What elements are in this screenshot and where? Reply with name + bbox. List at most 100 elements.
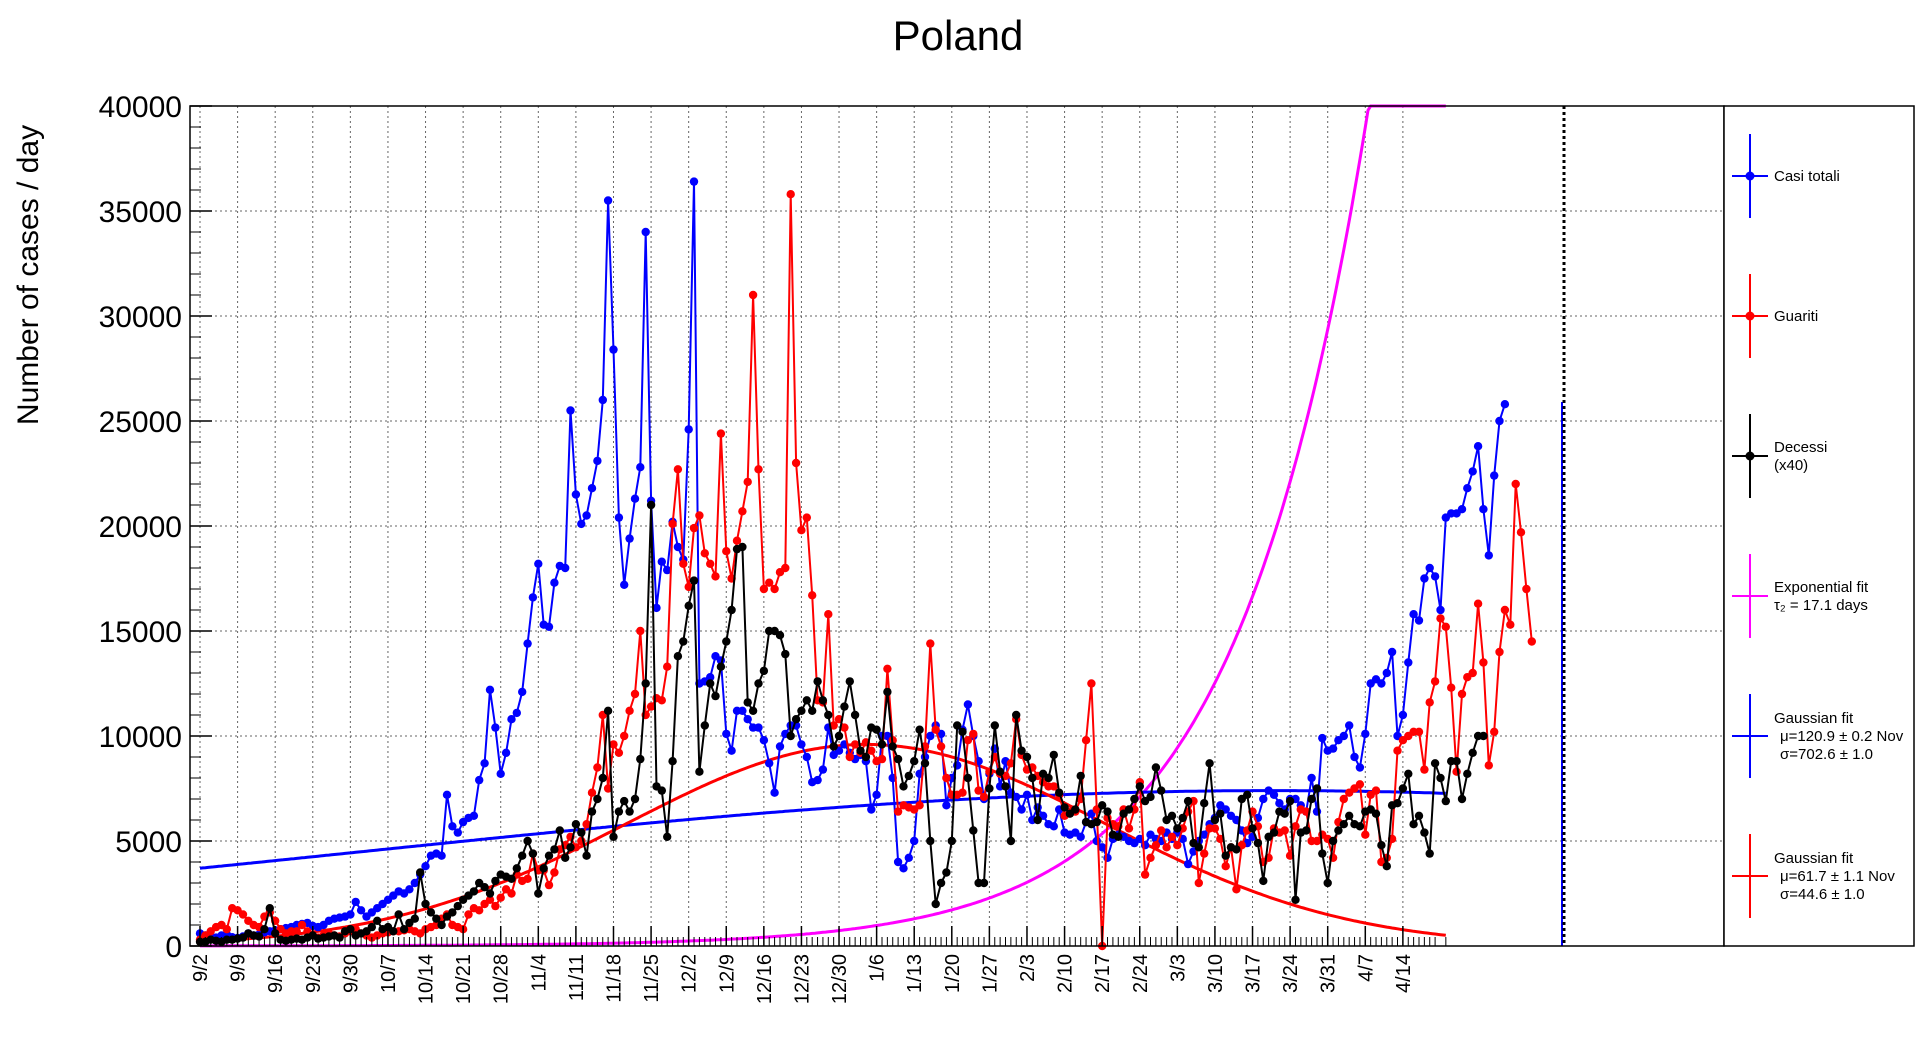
data-point: [1269, 790, 1279, 799]
data-point: [652, 603, 661, 613]
data-point: [636, 463, 645, 472]
data-point: [1457, 689, 1467, 699]
data-point: [689, 523, 699, 533]
data-point: [346, 910, 355, 919]
data-point: [1178, 813, 1187, 823]
data-point: [920, 759, 930, 768]
data-point: [663, 832, 672, 841]
data-point: [1146, 853, 1155, 862]
data-point: [453, 828, 462, 837]
data-point: [1527, 637, 1537, 646]
data-point: [1269, 828, 1279, 837]
data-point: [716, 662, 726, 671]
data-point: [1205, 759, 1214, 768]
data-point: [356, 906, 366, 915]
data-point: [582, 820, 591, 829]
data-point: [888, 742, 897, 751]
data-point: [1049, 782, 1059, 791]
data-point: [969, 826, 978, 835]
data-point: [1216, 809, 1225, 818]
x-tick-label: 4/14: [1393, 954, 1415, 993]
data-point: [904, 771, 913, 781]
data-point: [1183, 796, 1193, 806]
data-point: [856, 746, 865, 755]
data-point: [1441, 796, 1451, 806]
y-tick-label: 0: [165, 931, 182, 964]
data-point: [222, 925, 231, 934]
data-point: [614, 807, 624, 816]
data-point: [1479, 658, 1488, 667]
data-point: [1457, 505, 1467, 514]
data-point: [1484, 761, 1494, 770]
data-point: [625, 534, 634, 543]
data-point: [603, 784, 613, 793]
data-point: [802, 752, 811, 762]
data-point: [990, 721, 999, 730]
data-point: [953, 721, 962, 730]
data-point: [620, 580, 629, 589]
data-point: [824, 710, 833, 720]
x-tick-label: 9/16: [265, 954, 287, 993]
data-point: [453, 901, 462, 911]
data-point: [1339, 731, 1349, 741]
data-point: [614, 748, 624, 757]
data-point: [797, 740, 806, 749]
data-point: [1506, 620, 1515, 629]
data-point: [974, 786, 983, 795]
data-point: [818, 696, 828, 705]
data-point: [636, 754, 645, 764]
data-point: [518, 687, 527, 697]
data-point: [1393, 799, 1402, 808]
data-point: [1484, 551, 1494, 560]
data-point: [410, 914, 419, 923]
x-tick-label: 12/23: [791, 954, 813, 1004]
data-point: [845, 752, 854, 762]
data-point: [1420, 828, 1429, 837]
x-tick-label: 12/16: [754, 954, 776, 1004]
data-point: [840, 702, 849, 711]
data-point: [501, 748, 511, 757]
y-tick-label: 40000: [99, 91, 182, 124]
data-point: [808, 706, 817, 715]
axes: 0 5000 10000 15000 20000 25000 30000 35000 40000…: [99, 91, 1447, 1004]
data-point: [963, 700, 973, 709]
data-point: [1414, 727, 1424, 736]
data-point: [1071, 805, 1080, 814]
data-point: [1463, 769, 1472, 778]
data-point: [367, 922, 376, 932]
data-point: [646, 702, 656, 711]
data-point: [791, 458, 801, 468]
data-point: [480, 759, 489, 768]
data-point: [636, 626, 645, 636]
data-point: [942, 868, 951, 877]
data-point: [673, 465, 683, 474]
data-point: [818, 765, 828, 774]
data-point: [684, 425, 693, 434]
x-tick-label: 3/3: [1167, 954, 1189, 982]
data-point: [1409, 820, 1418, 829]
data-point: [958, 727, 967, 736]
data-point: [1371, 809, 1381, 818]
data-point: [464, 910, 473, 919]
data-point: [469, 811, 479, 820]
data-point: [593, 794, 602, 804]
legend-label: μ=61.7 ± 1.1 Nov: [1780, 868, 1895, 885]
x-tick-label: 9/30: [340, 954, 362, 993]
legend-label: σ=44.6 ± 1.0: [1780, 886, 1865, 903]
series-group: [195, 177, 1510, 943]
data-point: [646, 500, 656, 510]
data-point: [1425, 698, 1434, 707]
data-point: [421, 899, 430, 909]
data-point: [1049, 822, 1059, 831]
data-point: [700, 549, 709, 558]
data-point: [910, 757, 919, 766]
data-series: [195, 177, 1537, 951]
legend-entry: Decessi(x40): [1732, 414, 1827, 498]
data-point: [979, 878, 989, 888]
data-point: [544, 851, 554, 860]
data-point: [1382, 862, 1392, 871]
data-point: [722, 637, 731, 646]
